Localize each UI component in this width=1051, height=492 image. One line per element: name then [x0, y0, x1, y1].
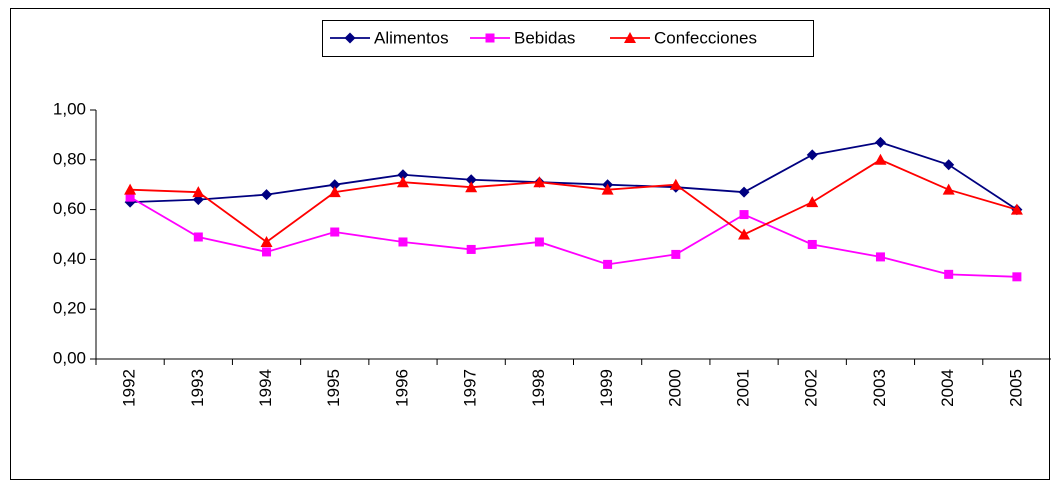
marker: [806, 196, 819, 208]
marker: [329, 179, 341, 191]
y-tick-label: 0,80: [53, 149, 86, 168]
marker: [534, 237, 544, 247]
marker: [671, 249, 681, 259]
x-tick-label: 1997: [461, 369, 480, 407]
marker: [124, 183, 137, 195]
marker: [330, 227, 340, 237]
x-tick-label: 1995: [324, 369, 343, 407]
series-line: [129, 196, 1017, 278]
legend-label: Alimentos: [374, 28, 449, 47]
legend-label: Confecciones: [654, 28, 757, 47]
marker: [624, 32, 636, 43]
x-tick-label: 1994: [256, 369, 275, 407]
y-tick-label: 0,60: [53, 199, 86, 218]
marker: [1012, 272, 1022, 282]
x-tick-label: 2004: [938, 369, 957, 407]
series-line: [130, 158, 1018, 244]
legend-box: [322, 20, 814, 57]
marker: [942, 183, 955, 195]
x-tick-label: 2003: [870, 369, 889, 407]
marker: [739, 210, 749, 220]
marker: [125, 192, 135, 202]
x-tick-label: 2000: [665, 369, 684, 407]
marker: [738, 228, 751, 240]
marker: [396, 176, 409, 188]
series-line: [130, 141, 1018, 211]
legend-label: Bebidas: [514, 28, 575, 47]
x-tick-label: 2005: [1006, 369, 1025, 407]
marker: [601, 183, 614, 195]
marker: [944, 269, 954, 279]
marker: [261, 189, 273, 201]
x-tick-label: 1998: [529, 369, 548, 407]
marker: [260, 235, 273, 247]
x-tick-label: 2002: [802, 369, 821, 407]
y-tick-label: 0,40: [53, 249, 86, 268]
marker: [533, 176, 546, 188]
marker: [738, 186, 750, 198]
y-tick-label: 0,20: [53, 299, 86, 318]
chart-frame: [10, 8, 1050, 480]
marker: [875, 252, 885, 262]
marker: [192, 186, 205, 198]
marker: [874, 153, 887, 165]
y-tick-label: 1,00: [53, 99, 86, 118]
marker: [943, 159, 955, 171]
y-tick-label: 0,00: [53, 348, 86, 367]
x-tick-label: 1996: [392, 369, 411, 407]
marker: [466, 244, 476, 254]
marker: [807, 239, 817, 249]
marker: [193, 232, 203, 242]
x-tick-label: 1993: [188, 369, 207, 407]
x-tick-label: 1992: [120, 369, 139, 407]
marker: [806, 149, 818, 161]
marker: [465, 174, 477, 186]
marker: [1010, 203, 1023, 215]
marker: [328, 186, 341, 198]
marker: [874, 136, 886, 148]
marker: [262, 247, 272, 257]
marker: [603, 259, 613, 269]
marker: [344, 32, 356, 44]
marker: [669, 178, 682, 190]
x-tick-label: 2001: [734, 369, 753, 407]
marker: [398, 237, 408, 247]
marker: [397, 169, 409, 181]
marker: [485, 33, 495, 43]
marker: [465, 181, 478, 193]
x-tick-label: 1999: [597, 369, 616, 407]
